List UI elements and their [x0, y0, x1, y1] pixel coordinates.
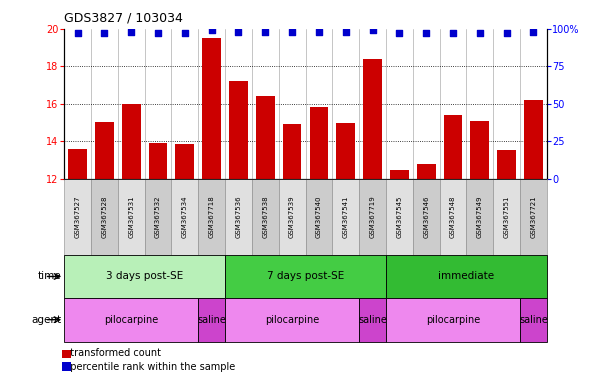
Point	[153, 30, 163, 36]
Text: GSM367719: GSM367719	[370, 195, 376, 238]
Bar	[279, 179, 306, 255]
Text: GSM367538: GSM367538	[262, 195, 268, 238]
Bar	[520, 179, 547, 255]
Bar	[68, 149, 87, 179]
Text: saline: saline	[358, 314, 387, 325]
Point	[126, 29, 136, 35]
Bar	[256, 96, 275, 179]
Bar	[524, 100, 543, 179]
Text: GSM367721: GSM367721	[530, 195, 536, 238]
Bar	[413, 179, 439, 255]
Text: transformed count: transformed count	[64, 348, 161, 358]
Point	[260, 29, 270, 35]
Bar	[225, 298, 359, 342]
Bar	[390, 170, 409, 179]
Bar	[386, 179, 413, 255]
Text: GSM367534: GSM367534	[182, 196, 188, 238]
Bar	[64, 298, 198, 342]
Text: saline: saline	[197, 314, 226, 325]
Bar	[148, 143, 167, 179]
Text: agent: agent	[31, 314, 61, 325]
Bar	[306, 179, 332, 255]
Text: immediate: immediate	[438, 271, 494, 281]
Point	[314, 29, 324, 35]
Bar	[359, 179, 386, 255]
Text: GSM367549: GSM367549	[477, 196, 483, 238]
Bar	[386, 298, 520, 342]
Bar	[202, 38, 221, 179]
Bar	[122, 104, 141, 179]
Point	[475, 30, 485, 36]
Bar	[336, 123, 355, 179]
Bar	[198, 179, 225, 255]
Text: pilocarpine: pilocarpine	[265, 314, 319, 325]
Bar	[493, 179, 520, 255]
Bar	[283, 124, 301, 179]
Text: GSM367541: GSM367541	[343, 196, 349, 238]
Bar	[118, 179, 145, 255]
Bar	[198, 298, 225, 342]
Bar	[229, 81, 248, 179]
Text: GSM367551: GSM367551	[503, 196, 510, 238]
Text: GSM367718: GSM367718	[208, 195, 214, 238]
Point	[422, 30, 431, 36]
Text: saline: saline	[519, 314, 548, 325]
Point	[395, 30, 404, 36]
Text: GSM367531: GSM367531	[128, 195, 134, 238]
Text: GSM367528: GSM367528	[101, 196, 108, 238]
Text: GSM367548: GSM367548	[450, 196, 456, 238]
Text: GSM367546: GSM367546	[423, 196, 429, 238]
Bar	[91, 179, 118, 255]
Bar	[175, 144, 194, 179]
Bar	[64, 179, 91, 255]
Bar	[310, 108, 328, 179]
Point	[448, 30, 458, 36]
Bar	[252, 179, 279, 255]
Point	[502, 30, 511, 36]
Text: 7 days post-SE: 7 days post-SE	[267, 271, 344, 281]
Bar	[470, 121, 489, 179]
Text: GSM367536: GSM367536	[235, 195, 241, 238]
Point	[529, 29, 538, 35]
Bar	[145, 179, 172, 255]
Bar	[363, 59, 382, 179]
Bar	[520, 298, 547, 342]
Bar	[64, 255, 225, 298]
Point	[73, 30, 82, 36]
Text: pilocarpine: pilocarpine	[426, 314, 480, 325]
Point	[368, 27, 378, 33]
Text: GDS3827 / 103034: GDS3827 / 103034	[64, 12, 183, 25]
Bar	[332, 179, 359, 255]
Point	[207, 27, 216, 33]
Point	[233, 29, 243, 35]
Point	[100, 30, 109, 36]
Point	[341, 29, 351, 35]
Bar	[417, 164, 436, 179]
Point	[180, 30, 190, 36]
Bar	[439, 179, 466, 255]
Text: 3 days post-SE: 3 days post-SE	[106, 271, 183, 281]
Text: GSM367540: GSM367540	[316, 196, 322, 238]
Text: pilocarpine: pilocarpine	[104, 314, 158, 325]
Text: time: time	[37, 271, 61, 281]
Bar	[444, 115, 463, 179]
Bar	[225, 179, 252, 255]
Point	[287, 29, 297, 35]
Bar	[95, 122, 114, 179]
Text: GSM367539: GSM367539	[289, 195, 295, 238]
Bar	[466, 179, 493, 255]
Text: percentile rank within the sample: percentile rank within the sample	[64, 362, 235, 372]
Text: GSM367527: GSM367527	[75, 196, 81, 238]
Text: GSM367532: GSM367532	[155, 196, 161, 238]
Bar	[172, 179, 198, 255]
Bar	[497, 149, 516, 179]
Bar	[359, 298, 386, 342]
Text: GSM367545: GSM367545	[397, 196, 403, 238]
Bar	[225, 255, 386, 298]
Bar	[386, 255, 547, 298]
